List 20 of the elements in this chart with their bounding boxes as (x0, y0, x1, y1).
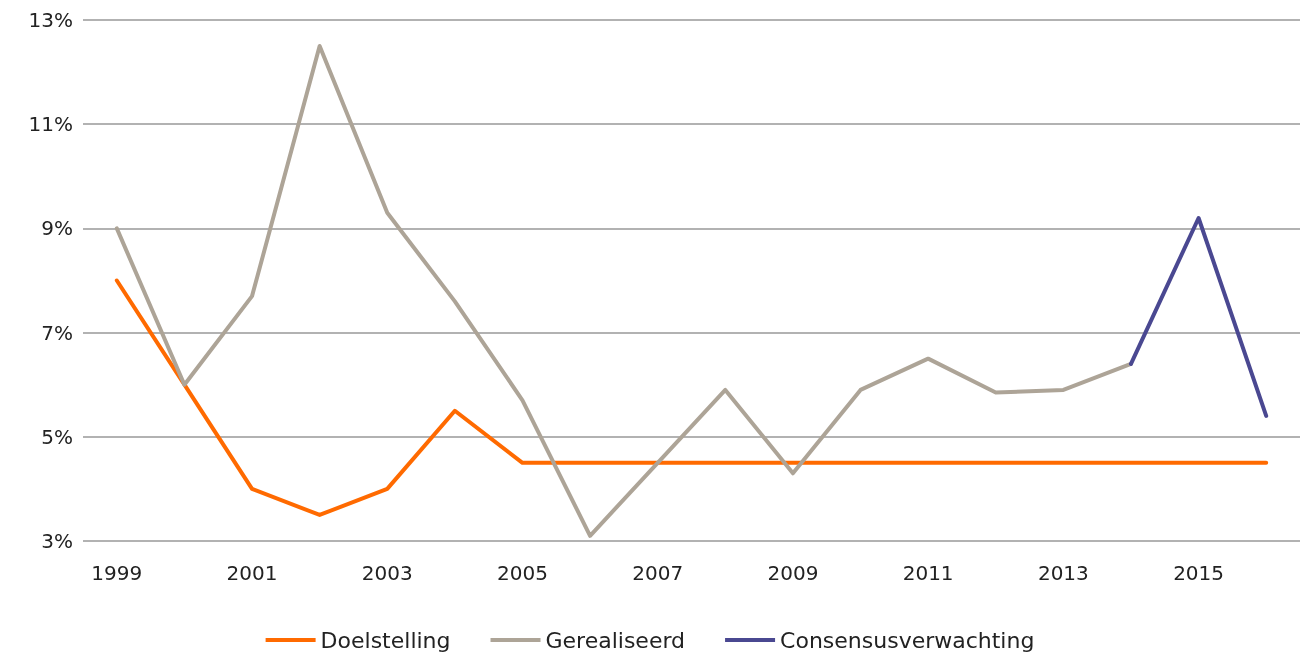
x-tick-label: 2013 (1037, 561, 1089, 585)
legend-label: Gerealiseerd (545, 627, 686, 653)
x-tick-label: 2007 (632, 561, 684, 585)
legend-label: Doelstelling (320, 627, 451, 653)
x-tick-label: 1999 (91, 561, 143, 585)
x-tick-label: 2009 (767, 561, 819, 585)
line-series (114, 278, 1269, 517)
line-series (114, 44, 1133, 538)
y-tick-label: 13% (28, 8, 73, 32)
y-tick-label: 5% (41, 424, 73, 449)
x-tick-label: 2015 (1173, 561, 1225, 585)
legend-label: Consensusverwachting (780, 627, 1035, 653)
y-tick-label: 9% (41, 216, 73, 241)
y-tick-label: 11% (28, 112, 73, 137)
x-tick-label: 2003 (361, 561, 413, 585)
x-tick-label: 2005 (497, 561, 548, 585)
x-tick-label: 2011 (902, 561, 954, 585)
y-tick-label: 7% (41, 320, 73, 345)
y-tick-label: 3% (41, 529, 73, 553)
x-tick-label: 2001 (226, 561, 278, 585)
